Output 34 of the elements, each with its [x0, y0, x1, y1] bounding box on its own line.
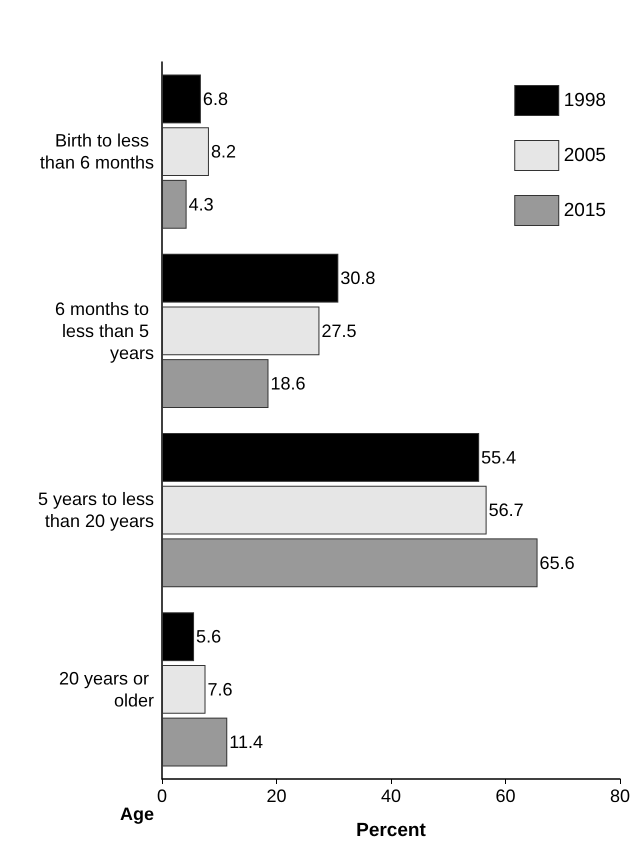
- bar: [162, 306, 320, 356]
- bar: [162, 664, 206, 714]
- legend-label: 2005: [564, 145, 606, 166]
- x-tick-label: 0: [156, 786, 168, 806]
- bar: [162, 127, 209, 176]
- data-label: 18.6: [270, 374, 306, 394]
- y-tick-label: Birth to less than 6 months: [40, 130, 154, 173]
- x-axis-title: Percent: [356, 820, 427, 841]
- bar: [162, 718, 228, 766]
- data-label: 7.6: [208, 679, 233, 700]
- bar: [162, 359, 268, 408]
- data-label: 6.8: [202, 88, 228, 109]
- legend-label: 2015: [564, 200, 606, 221]
- legend-label: 1998: [564, 90, 606, 111]
- y-tick-label: 6 months to less than 5 years: [54, 298, 154, 363]
- y-tick-label: 20 years or older: [58, 668, 154, 710]
- y-axis-title: Age: [120, 804, 154, 824]
- data-label: 55.4: [481, 447, 516, 468]
- x-tick-label: 20: [266, 786, 287, 806]
- data-label: 56.7: [488, 500, 524, 520]
- bar: [162, 180, 187, 229]
- data-label: 8.2: [210, 142, 236, 162]
- x-tick-label: 60: [495, 786, 516, 806]
- data-label: 11.4: [229, 732, 263, 752]
- data-label: 27.5: [321, 320, 356, 341]
- y-tick-label: 5 years to less than 20 years: [38, 489, 154, 532]
- data-label: 30.8: [340, 268, 376, 288]
- data-label: 4.3: [188, 194, 214, 214]
- bar: [162, 486, 487, 535]
- bar: [162, 538, 538, 588]
- x-tick-label: 80: [610, 786, 630, 806]
- x-tick-label: 40: [380, 786, 402, 806]
- data-label: 65.6: [540, 552, 575, 573]
- data-label: 5.6: [196, 626, 222, 647]
